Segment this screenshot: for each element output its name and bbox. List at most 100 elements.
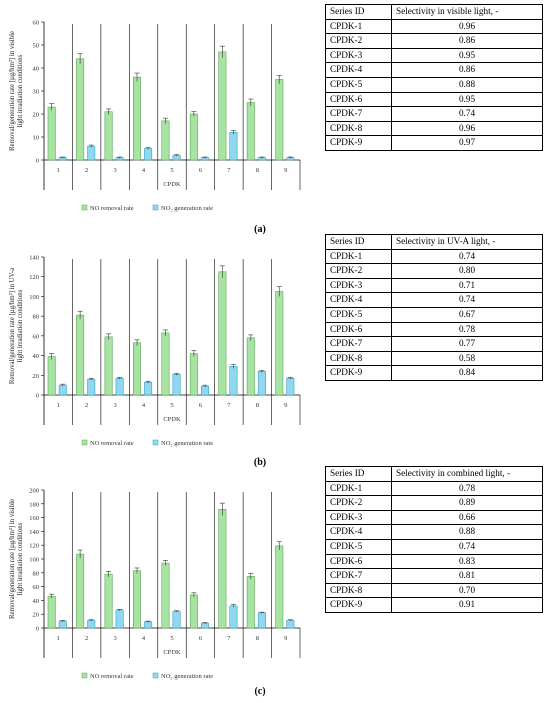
y-axis-title: Removal/generation rate [µg/hm²] in visi… — [9, 31, 24, 151]
no2-generation-bar — [229, 605, 238, 629]
y-tick-label: 60 — [33, 333, 40, 340]
series-id-cell: CPDK-1 — [325, 18, 392, 35]
no-removal-bar — [246, 337, 255, 396]
series-id-cell: CPDK-9 — [325, 135, 392, 151]
table-row: CPDK-6 0.83 — [325, 553, 543, 570]
series-id-cell: CPDK-8 — [325, 120, 392, 137]
no-removal-bar — [47, 106, 56, 161]
no-removal-bar — [161, 120, 170, 161]
no-removal-bar — [275, 79, 284, 161]
selectivity-cell: 0.95 — [391, 91, 543, 108]
series-id-cell: CPDK-6 — [325, 553, 392, 570]
table-row: CPDK-6 0.78 — [325, 321, 543, 338]
selectivity-cell: 0.86 — [391, 33, 543, 49]
y-axis-title-line: Removal/generation rate [µg/hm²] in UV-a — [9, 268, 16, 384]
no-removal-bar — [218, 509, 227, 629]
series-id-cell: CPDK-2 — [325, 495, 392, 511]
x-tick-label: 5 — [170, 167, 173, 174]
x-tick-label: 6 — [199, 167, 203, 174]
no-removal-bar — [161, 562, 170, 629]
no-removal-bar — [76, 58, 85, 161]
no2-generation-bar — [144, 621, 153, 629]
y-tick-label: 40 — [33, 353, 40, 360]
legend-label: NO removal rate — [90, 673, 134, 680]
chart-b: 0 20 40 60 80 100 120 140 1 2 3 4 5 6 7 8 9 CPDK Removal/g… — [0, 245, 301, 447]
table-row: CPDK-2 0.80 — [325, 263, 543, 279]
x-tick-label: 2 — [85, 635, 88, 642]
no-removal-bar — [133, 76, 142, 161]
x-tick-label: 9 — [284, 635, 287, 642]
series-id-cell: CPDK-2 — [325, 33, 392, 49]
selectivity-cell: 0.71 — [391, 277, 543, 294]
table-row: CPDK-5 0.88 — [325, 76, 543, 93]
x-tick-label: 4 — [142, 402, 146, 409]
no-removal-bar — [189, 594, 198, 629]
table-header-cell: Series ID — [325, 4, 392, 20]
series-id-cell: CPDK-7 — [325, 336, 392, 352]
series-id-cell: CPDK-3 — [325, 277, 392, 294]
table-row: CPDK-3 0.66 — [325, 509, 543, 526]
series-id-cell: CPDK-5 — [325, 76, 392, 93]
table-row: CPDK-1 0.74 — [325, 248, 543, 265]
legend-swatch-no2 — [152, 204, 159, 211]
chart-svg-0: 0 10 20 30 40 50 60 1 2 3 4 5 6 7 8 9 CPDK Removal/genera… — [9, 20, 301, 212]
series-id-cell: CPDK-5 — [325, 538, 392, 555]
legend-label: NO₂ generation rate — [161, 440, 213, 447]
chart-c: 0 20 40 60 80 100 120 140 160 180 200 1 2 3 4 5 6 7 8 9 CPDK… — [0, 478, 301, 680]
selectivity-cell: 0.78 — [391, 480, 543, 497]
series-id-cell: CPDK-9 — [325, 597, 392, 613]
table-row: CPDK-8 0.96 — [325, 120, 543, 137]
legend-label: NO removal rate — [90, 440, 134, 447]
x-axis-title: CPDK — [163, 181, 181, 188]
y-axis-title: Removal/generation rate [µg/hm²] in visi… — [9, 499, 24, 619]
x-tick-label: 2 — [85, 167, 88, 174]
table-row: CPDK-4 0.86 — [325, 62, 543, 78]
no2-generation-bar — [200, 385, 209, 396]
y-tick-label: 180 — [29, 501, 39, 508]
y-tick-label: 140 — [29, 255, 39, 262]
selectivity-cell: 0.77 — [391, 336, 543, 352]
table-row: CPDK-8 0.70 — [325, 582, 543, 599]
table-row: CPDK-9 0.84 — [325, 365, 543, 381]
y-tick-label: 80 — [33, 570, 40, 577]
table-row: CPDK-1 0.78 — [325, 480, 543, 497]
no2-generation-bar — [87, 378, 96, 396]
selectivity-cell: 0.97 — [391, 135, 543, 151]
no2-generation-bar — [87, 620, 96, 629]
y-axis-title-line: Removal/generation rate [µg/hm²] in visi… — [9, 31, 16, 151]
selectivity-table-a: Series ID Selectivity in visible light, -… — [325, 4, 543, 151]
selectivity-cell: 0.74 — [391, 248, 543, 265]
caption-b: (b) — [253, 457, 267, 468]
selectivity-cell: 0.83 — [391, 553, 543, 570]
legend-swatch-no2 — [152, 439, 159, 446]
y-tick-label: 80 — [33, 314, 40, 321]
y-axis-title-line: Removal/generation rate [µg/hm²] in visi… — [9, 499, 16, 619]
selectivity-cell: 0.74 — [391, 106, 543, 122]
series-id-cell: CPDK-3 — [325, 509, 392, 526]
no2-generation-bar — [286, 620, 295, 629]
y-tick-label: 40 — [33, 66, 40, 73]
table-header-cell: Series ID — [325, 234, 392, 250]
no-removal-bar — [275, 545, 284, 629]
selectivity-cell: 0.88 — [391, 76, 543, 93]
selectivity-cell: 0.74 — [391, 538, 543, 555]
x-axis-title: CPDK — [163, 649, 181, 656]
y-axis-title: Removal/generation rate [µg/hm²] in UV-a… — [9, 268, 24, 384]
no2-generation-bar — [286, 377, 295, 396]
selectivity-cell: 0.91 — [391, 597, 543, 613]
chart-svg-1: 0 20 40 60 80 100 120 140 1 2 3 4 5 6 7 8 9 CPDK Removal/g… — [9, 255, 301, 447]
selectivity-cell: 0.80 — [391, 263, 543, 279]
y-tick-label: 120 — [29, 274, 39, 281]
selectivity-cell: 0.70 — [391, 582, 543, 599]
series-id-cell: CPDK-8 — [325, 582, 392, 599]
no-removal-bar — [133, 342, 142, 396]
table-row: CPDK-7 0.74 — [325, 106, 543, 122]
x-tick-label: 1 — [57, 167, 60, 174]
table-row: CPDK-9 0.91 — [325, 597, 543, 613]
y-tick-label: 0 — [36, 158, 39, 165]
no-removal-bar — [161, 332, 170, 396]
series-id-cell: CPDK-4 — [325, 62, 392, 78]
x-axis-title: CPDK — [163, 416, 181, 423]
series-id-cell: CPDK-7 — [325, 568, 392, 584]
no-removal-bar — [104, 111, 113, 161]
